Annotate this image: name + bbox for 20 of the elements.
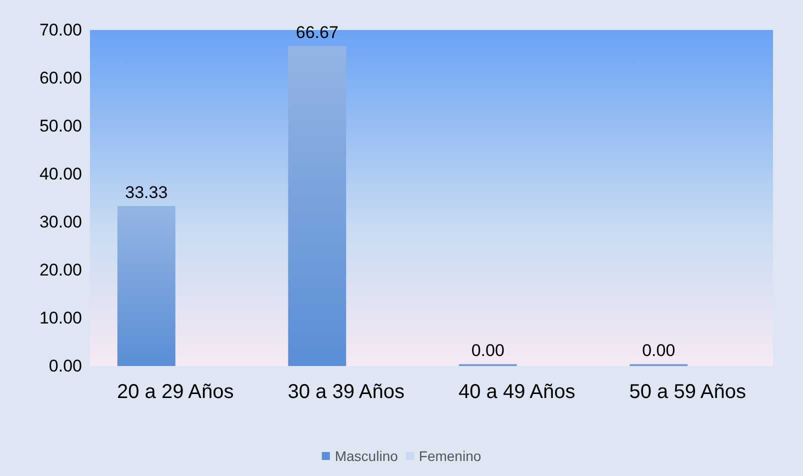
y-tick-label: 20.00 <box>39 260 82 280</box>
x-tick-label: 30 a 39 Años <box>288 381 405 403</box>
bar <box>288 46 346 366</box>
y-tick-label: 10.00 <box>39 308 82 328</box>
y-tick-label: 0.00 <box>48 356 82 376</box>
legend-label: Masculino <box>334 448 398 464</box>
data-label: 66.67 <box>296 22 338 42</box>
y-tick-label: 30.00 <box>39 212 82 232</box>
y-tick-label: 50.00 <box>39 116 82 136</box>
data-label: 0.00 <box>471 341 504 360</box>
bar <box>117 206 176 366</box>
data-label: 0.00 <box>642 341 676 360</box>
y-tick-label: 40.00 <box>39 164 82 184</box>
legend-label: Femenino <box>418 448 482 464</box>
y-tick-label: 60.00 <box>39 68 82 88</box>
x-tick-label: 40 a 49 Años <box>458 381 576 403</box>
x-tick-label: 20 a 29 Años <box>116 381 234 403</box>
y-tick-label: 70.00 <box>39 20 82 40</box>
x-tick-label: 50 a 59 Años <box>629 381 746 403</box>
data-label: 33.33 <box>125 183 168 202</box>
